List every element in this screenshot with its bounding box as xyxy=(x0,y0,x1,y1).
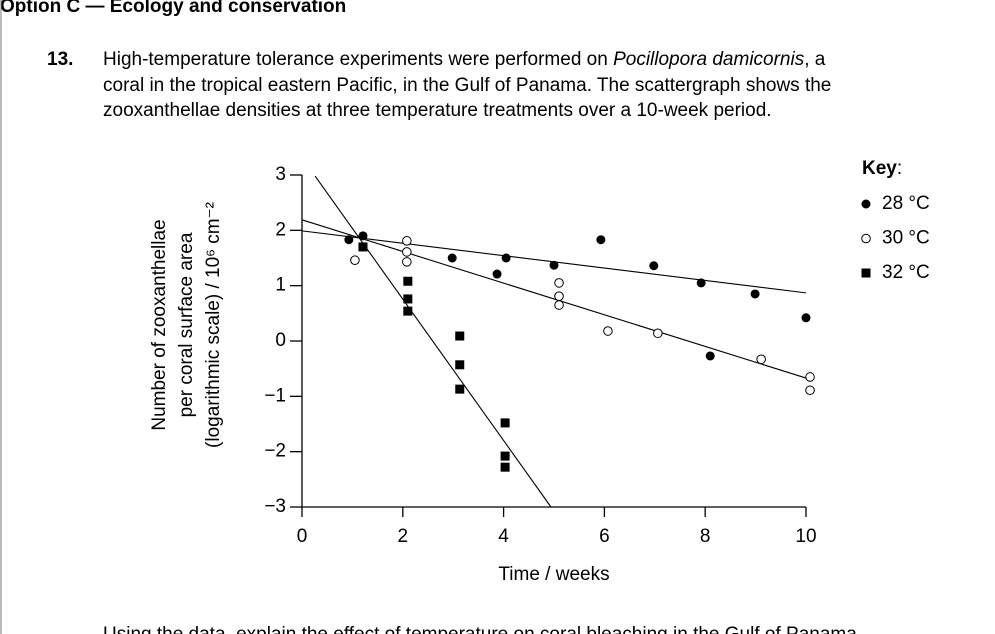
trend-line xyxy=(301,219,807,379)
point xyxy=(801,313,811,323)
point xyxy=(358,242,368,252)
y-axis-title: per coral surface area xyxy=(176,232,197,417)
point xyxy=(696,278,706,288)
text: High-temperature tolerance experiments w… xyxy=(103,49,614,70)
point xyxy=(653,328,663,339)
text: , a xyxy=(804,49,826,70)
point xyxy=(805,372,815,382)
y-tick-label: 0 xyxy=(275,330,286,351)
question-line: coral in the tropical eastern Pacific, i… xyxy=(103,75,832,96)
y-axis-title: Number of zooxanthellae xyxy=(149,219,170,430)
x-tick-label: 6 xyxy=(599,526,610,547)
point xyxy=(447,253,457,263)
y-tick-label: −3 xyxy=(264,496,286,517)
y-tick-label: −2 xyxy=(264,441,286,462)
y-tick-label: 3 xyxy=(275,164,286,185)
question-number: 13. xyxy=(47,49,74,70)
legend-label: 28 °C xyxy=(882,193,930,214)
legend-label: 30 °C xyxy=(882,228,930,249)
point xyxy=(756,354,766,365)
point xyxy=(554,300,564,310)
x-tick-label: 0 xyxy=(297,526,308,547)
y-tick-label: −1 xyxy=(264,385,286,406)
y-axis-title: (logarithmic scale) / 10⁶ cm⁻² xyxy=(203,202,224,448)
y-tick-label: 2 xyxy=(275,219,286,240)
section-title: Option C — Ecology and conservation xyxy=(0,0,347,17)
question-line: zooxanthellae densities at three tempera… xyxy=(103,100,772,121)
x-axis-title: Time / weeks xyxy=(498,564,609,585)
legend-marker xyxy=(861,199,871,209)
point xyxy=(500,451,510,461)
point xyxy=(705,351,715,361)
legend-marker xyxy=(861,233,871,244)
point xyxy=(805,385,815,396)
point xyxy=(455,360,465,370)
point xyxy=(549,260,559,270)
point xyxy=(500,418,510,428)
point xyxy=(402,247,412,257)
point xyxy=(649,261,659,271)
legend-marker xyxy=(861,268,871,278)
y-tick-label: 1 xyxy=(275,275,286,296)
trend-line xyxy=(314,175,552,508)
point xyxy=(350,255,360,266)
question-line: High-temperature tolerance experiments w… xyxy=(103,49,825,71)
point xyxy=(750,289,760,299)
point xyxy=(344,235,354,245)
point xyxy=(403,294,413,304)
point xyxy=(501,253,511,263)
x-tick-label: 8 xyxy=(700,526,711,547)
point xyxy=(402,236,412,246)
point xyxy=(596,235,606,245)
point xyxy=(554,291,564,301)
point xyxy=(358,231,368,241)
point xyxy=(603,326,613,336)
legend-title: Key: xyxy=(862,158,902,179)
point xyxy=(403,306,413,316)
legend-title-text: Key xyxy=(862,158,897,179)
point xyxy=(402,257,412,267)
legend-title-suffix: : xyxy=(897,158,902,179)
x-tick-label: 2 xyxy=(398,526,409,547)
point xyxy=(455,331,465,341)
point xyxy=(492,269,502,279)
point xyxy=(403,276,413,286)
point xyxy=(554,278,564,288)
species: Pocillopora damicornis xyxy=(613,49,805,70)
x-tick-label: 4 xyxy=(498,526,509,547)
point xyxy=(455,384,465,394)
legend-label: 32 °C xyxy=(882,262,930,283)
x-tick-label: 10 xyxy=(795,526,816,547)
point xyxy=(500,462,510,472)
footer-text: Using the data, explain the effect of te… xyxy=(103,624,862,634)
